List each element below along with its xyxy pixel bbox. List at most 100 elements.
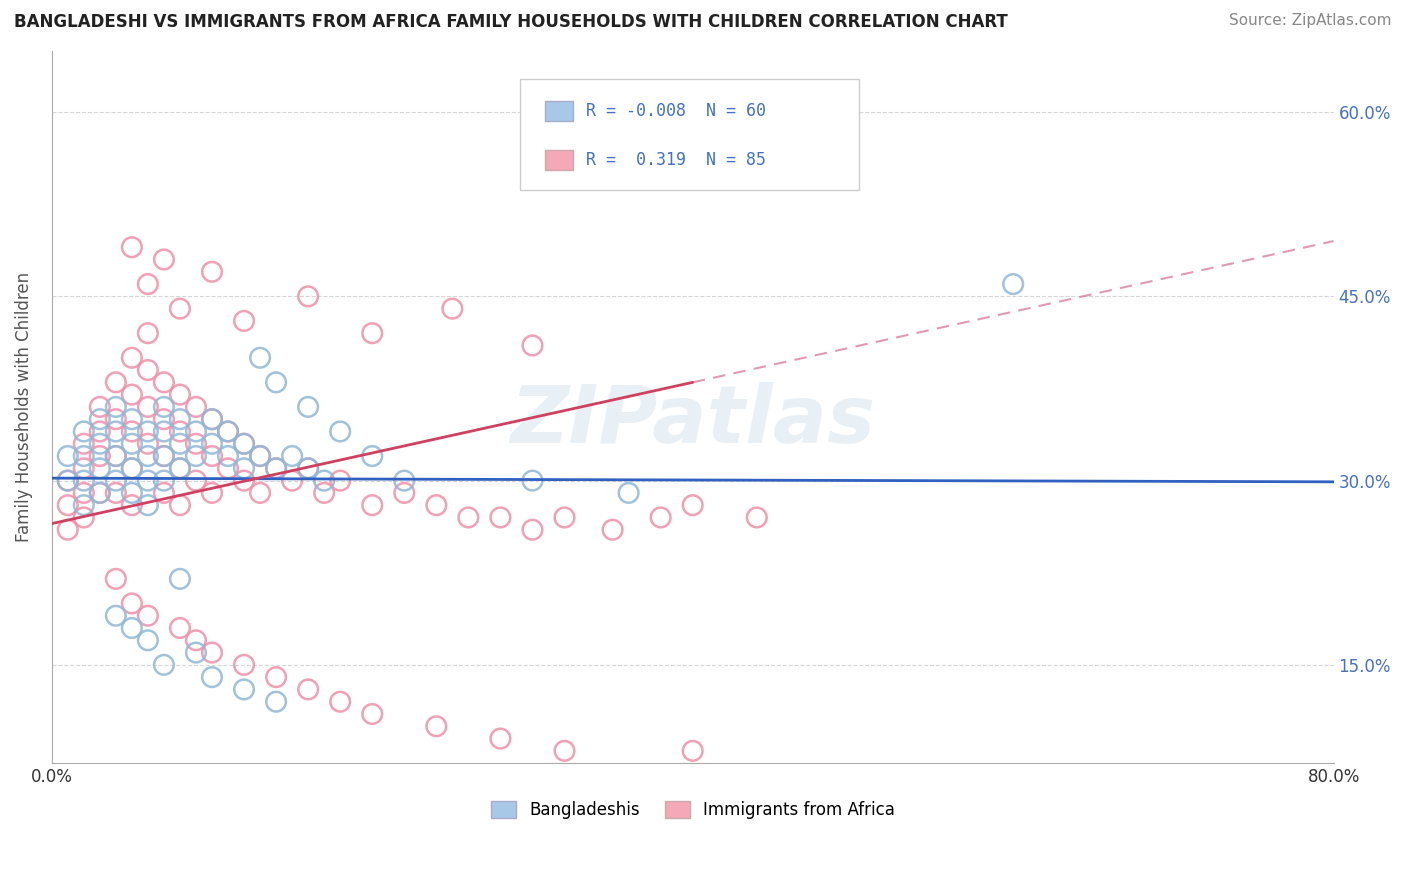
Point <box>73 425 96 439</box>
Point <box>233 436 256 450</box>
Point <box>73 474 96 488</box>
Point <box>89 486 111 500</box>
Point <box>169 461 191 475</box>
Point <box>73 449 96 463</box>
Point <box>89 412 111 426</box>
Point <box>104 400 127 414</box>
Point <box>329 695 352 709</box>
Point <box>249 449 271 463</box>
Point <box>56 498 79 512</box>
Point <box>201 436 224 450</box>
Point <box>136 608 159 623</box>
Point <box>136 326 159 341</box>
Point <box>394 486 416 500</box>
Point <box>56 449 79 463</box>
Point <box>201 412 224 426</box>
Point <box>553 744 575 758</box>
Point <box>297 461 319 475</box>
Point <box>104 376 127 390</box>
Point <box>73 436 96 450</box>
Point <box>233 682 256 697</box>
Text: BANGLADESHI VS IMMIGRANTS FROM AFRICA FAMILY HOUSEHOLDS WITH CHILDREN CORRELATIO: BANGLADESHI VS IMMIGRANTS FROM AFRICA FA… <box>14 13 1008 31</box>
Point <box>169 436 191 450</box>
Point <box>184 425 207 439</box>
Point <box>233 436 256 450</box>
Point <box>1002 277 1025 291</box>
Point <box>233 474 256 488</box>
Point <box>249 486 271 500</box>
Point <box>89 400 111 414</box>
Point <box>201 486 224 500</box>
Point <box>121 412 143 426</box>
Point <box>153 376 176 390</box>
Point <box>153 486 176 500</box>
Point <box>56 474 79 488</box>
Point <box>249 449 271 463</box>
Point <box>104 608 127 623</box>
Point <box>104 412 127 426</box>
Point <box>121 461 143 475</box>
Point <box>297 289 319 303</box>
Point <box>314 474 336 488</box>
Point <box>522 474 544 488</box>
Point <box>264 670 287 684</box>
Point <box>121 621 143 635</box>
Point <box>425 498 447 512</box>
Point <box>745 510 768 524</box>
Point <box>553 510 575 524</box>
Point <box>441 301 464 316</box>
Point <box>121 351 143 365</box>
Point <box>136 400 159 414</box>
Point <box>169 387 191 401</box>
Point <box>201 646 224 660</box>
Point <box>394 474 416 488</box>
Point <box>121 461 143 475</box>
Point <box>602 523 624 537</box>
Bar <box>546 150 574 169</box>
Point <box>184 474 207 488</box>
Text: R =  0.319  N = 85: R = 0.319 N = 85 <box>586 151 766 169</box>
Point <box>184 449 207 463</box>
Point <box>153 449 176 463</box>
Point <box>169 461 191 475</box>
Point <box>104 474 127 488</box>
Point <box>201 412 224 426</box>
Point <box>121 240 143 254</box>
FancyBboxPatch shape <box>520 79 859 190</box>
Point <box>522 338 544 352</box>
Y-axis label: Family Households with Children: Family Households with Children <box>15 272 32 542</box>
Point <box>169 412 191 426</box>
Point <box>121 597 143 611</box>
Point <box>329 474 352 488</box>
Point <box>264 461 287 475</box>
Point <box>489 510 512 524</box>
Point <box>169 572 191 586</box>
Point <box>297 461 319 475</box>
Point <box>617 486 640 500</box>
Point <box>329 425 352 439</box>
Point <box>169 621 191 635</box>
Point <box>136 474 159 488</box>
Point <box>201 449 224 463</box>
Point <box>89 449 111 463</box>
Point <box>153 474 176 488</box>
Point <box>153 425 176 439</box>
Point <box>136 436 159 450</box>
Point <box>184 400 207 414</box>
Point <box>89 425 111 439</box>
Point <box>136 425 159 439</box>
Point <box>89 461 111 475</box>
Point <box>217 425 239 439</box>
Point <box>184 633 207 648</box>
Point <box>361 449 384 463</box>
Point <box>153 657 176 672</box>
Point <box>184 646 207 660</box>
Point <box>249 351 271 365</box>
Point <box>650 510 672 524</box>
Point <box>361 326 384 341</box>
Point <box>104 572 127 586</box>
Point <box>682 498 704 512</box>
Point <box>169 301 191 316</box>
Point <box>314 486 336 500</box>
Point <box>121 486 143 500</box>
